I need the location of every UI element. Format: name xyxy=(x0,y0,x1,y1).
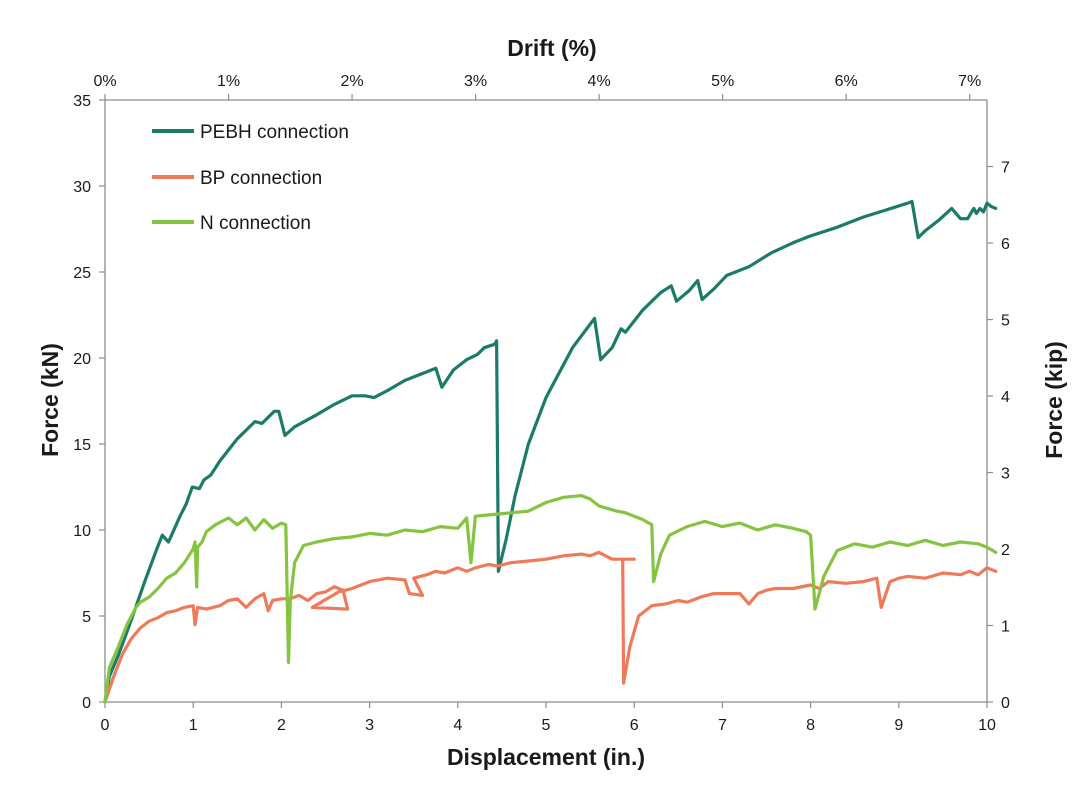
right-tick-label: 4 xyxy=(1001,389,1010,406)
legend-label-bp: BP connection xyxy=(200,168,322,189)
x-tick-label: 2 xyxy=(277,717,286,734)
legend-label-pebh: PEBH connection xyxy=(200,122,349,143)
y-tick-label: 10 xyxy=(73,523,91,540)
y-tick-label: 30 xyxy=(73,179,91,196)
right-tick-label: 2 xyxy=(1001,542,1010,559)
right-tick-label: 5 xyxy=(1001,313,1010,330)
top-tick-label: 1% xyxy=(217,73,240,90)
top-tick-label: 7% xyxy=(958,73,981,90)
y-tick-label: 20 xyxy=(73,351,91,368)
y-tick-label: 0 xyxy=(82,695,91,712)
series-line-bp xyxy=(103,550,998,704)
x-tick-label: 3 xyxy=(365,717,374,734)
right-tick-label: 6 xyxy=(1001,236,1010,253)
legend-label-n: N connection xyxy=(200,213,311,234)
y-axis-title: Force (kN) xyxy=(37,343,63,457)
top-tick-label: 5% xyxy=(711,73,734,90)
x-tick-label: 9 xyxy=(894,717,903,734)
right-tick-label: 0 xyxy=(1001,695,1010,712)
top-tick-label: 3% xyxy=(464,73,487,90)
x-tick-label: 5 xyxy=(542,717,551,734)
x-tick-label: 1 xyxy=(189,717,198,734)
y-tick-label: 35 xyxy=(73,93,91,110)
right-tick-label: 1 xyxy=(1001,619,1010,636)
y-tick-label: 5 xyxy=(82,609,91,626)
top-tick-label: 0% xyxy=(93,73,116,90)
x-tick-label: 4 xyxy=(453,717,462,734)
right-tick-label: 3 xyxy=(1001,466,1010,483)
x-tick-label: 8 xyxy=(806,717,815,734)
y-tick-label: 15 xyxy=(73,437,91,454)
x-tick-label: 6 xyxy=(630,717,639,734)
right-axis-title: Force (kip) xyxy=(1041,341,1067,459)
y-tick-label: 25 xyxy=(73,265,91,282)
x-tick-label: 0 xyxy=(101,717,110,734)
series-line-pebh xyxy=(103,199,998,704)
legend: PEBH connection BP connection N connecti… xyxy=(152,122,349,234)
series-line-n xyxy=(103,494,998,704)
top-tick-label: 6% xyxy=(835,73,858,90)
x-tick-label: 7 xyxy=(718,717,727,734)
top-tick-label: 2% xyxy=(340,73,363,90)
right-tick-label: 7 xyxy=(1001,160,1010,177)
x-tick-label: 10 xyxy=(978,717,996,734)
x-axis-title: Displacement (in.) xyxy=(447,744,645,770)
top-axis-title: Drift (%) xyxy=(507,35,596,61)
top-tick-label: 4% xyxy=(588,73,611,90)
